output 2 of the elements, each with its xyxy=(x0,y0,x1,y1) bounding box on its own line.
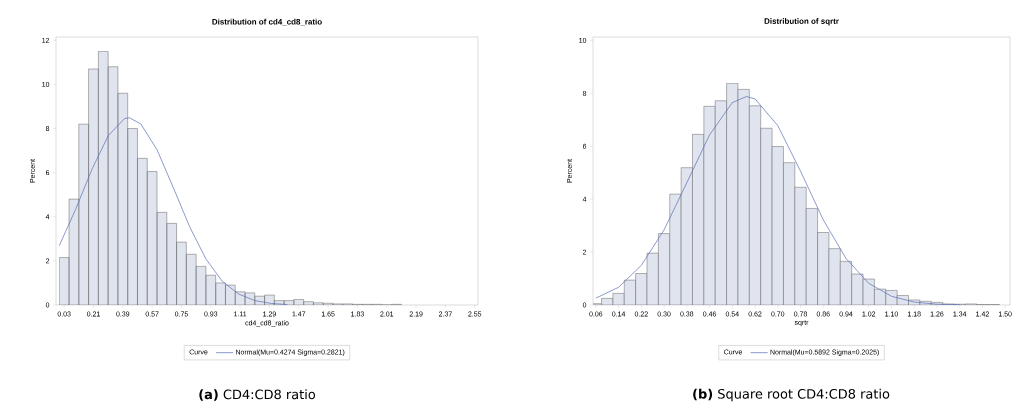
text: (a) CD4:CD8 ratio xyxy=(199,389,316,401)
text: (b) Square root CD4:CD8 ratio xyxy=(693,388,890,402)
